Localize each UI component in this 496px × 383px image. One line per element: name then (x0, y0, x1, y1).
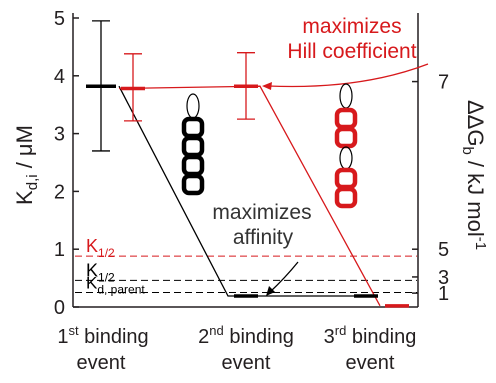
annotation-affinity-arrow (269, 261, 299, 293)
y-tick-label: 1 (54, 239, 65, 261)
molecule-link (334, 107, 358, 130)
annotation-affinity-line2: affinity (233, 226, 294, 249)
reference-label-sub: d, parent (97, 283, 145, 297)
series-line-black (118, 85, 360, 297)
reference-line-label: K1/2 (86, 260, 115, 284)
category-label-line2: event (346, 352, 395, 374)
reference-label-sub: 1/2 (98, 270, 115, 284)
y-axis-label-unit: / μM (12, 125, 37, 174)
y-axis-label-main: K (12, 190, 37, 205)
category-ordinal: 1 (57, 326, 68, 348)
reference-label-main: K (86, 260, 98, 280)
annotation-affinity-line1: maximizes (212, 201, 311, 224)
category-line1: binding (79, 326, 149, 348)
category-label: 3rd binding (324, 323, 417, 348)
reference-line-label: K1/2 (86, 236, 115, 260)
molecule-link (334, 167, 358, 190)
y-axis-label-right-main: ΔΔG (463, 100, 488, 147)
y-tick-label: 0 (54, 297, 65, 319)
annotation-hill-arrow (267, 63, 429, 88)
y-tick-label-right: 1 (438, 283, 449, 305)
reference-label-sub: 1/2 (98, 246, 115, 260)
y-axis-label-right-sub: b (459, 146, 476, 154)
molecule-loop (186, 93, 200, 119)
reference-line-label: Kd, parent (86, 274, 145, 297)
y-axis-label-right: ΔΔGb / kJ mol-1 (459, 100, 489, 250)
category-label-line2: event (77, 352, 126, 374)
molecule-link (181, 173, 205, 196)
molecule-illustration-black (181, 93, 205, 196)
y-axis-label-right-unit: / kJ mol (463, 155, 488, 237)
y-tick-label: 2 (54, 181, 65, 203)
y-tick-label-right: 7 (438, 72, 449, 94)
annotation-hill-line1: maximizes (302, 15, 401, 38)
y-axis-label-left: Kd,i / μM (12, 125, 41, 205)
category-ordinal: 2 (198, 326, 209, 348)
category-label: 2nd binding (198, 323, 294, 348)
molecule-link (181, 135, 205, 158)
category-sup: st (68, 323, 79, 338)
y-tick-label-right: 3 (438, 267, 449, 289)
annotation-hill-line2: Hill coefficient (287, 40, 416, 63)
category-ordinal: 3 (324, 326, 335, 348)
category-label: 1st binding (57, 323, 148, 348)
y-axis-label-text: Kd,i / μM (12, 125, 41, 205)
molecule-illustration-red (334, 83, 358, 209)
molecule-loop (339, 83, 353, 109)
category-line1: binding (224, 326, 294, 348)
y-tick-label: 4 (54, 66, 65, 88)
category-label-line2: event (222, 352, 271, 374)
y-axis-label-text-right: ΔΔGb / kJ mol-1 (459, 100, 489, 250)
y-tick-label-right: 5 (438, 239, 449, 261)
molecule-link (334, 186, 358, 209)
y-axis-label-right-sup: -1 (472, 237, 489, 250)
y-tick-label: 3 (54, 124, 65, 146)
reference-label-main: K (86, 236, 98, 256)
molecule-link (181, 154, 205, 177)
category-line1: binding (346, 326, 416, 348)
molecule-link (181, 116, 205, 139)
molecule-loop (339, 146, 353, 170)
y-axis-label-sub: d,i (24, 174, 41, 190)
category-sup: rd (335, 323, 347, 338)
reference-label-main: K (86, 274, 98, 293)
annotation-hill-arrowhead (262, 82, 272, 90)
annotation-affinity-arrowhead (266, 286, 275, 296)
y-tick-label: 5 (54, 8, 65, 30)
category-sup: nd (209, 323, 223, 338)
series-line-red (118, 85, 381, 307)
molecule-link (334, 126, 358, 149)
